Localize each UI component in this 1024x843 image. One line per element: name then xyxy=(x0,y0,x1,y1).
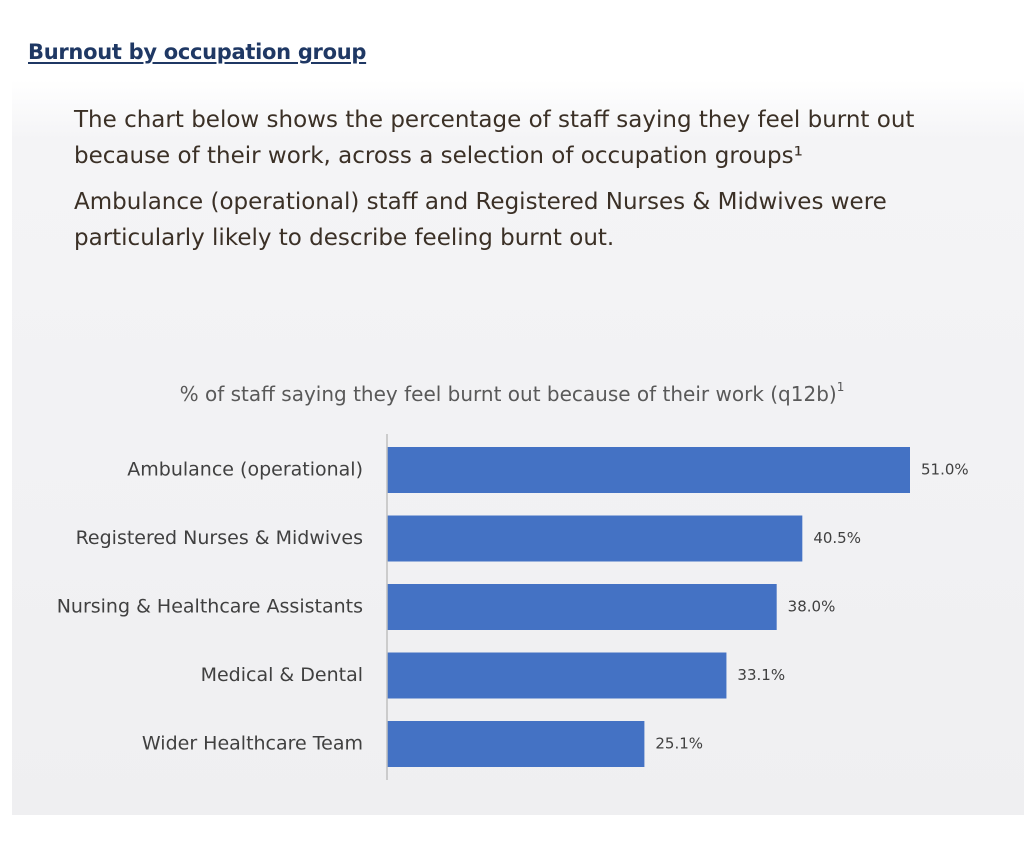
intro-paragraph-1: The chart below shows the percentage of … xyxy=(74,107,915,169)
chart-title-text: % of staff saying they feel burnt out be… xyxy=(179,382,837,406)
data-label: 51.0% xyxy=(921,461,969,479)
chart-title: % of staff saying they feel burnt out be… xyxy=(0,380,1024,406)
data-label: 40.5% xyxy=(813,529,861,547)
data-label: 25.1% xyxy=(655,735,703,753)
bar xyxy=(387,584,777,630)
intro-text: The chart below shows the percentage of … xyxy=(74,102,994,266)
category-label: Nursing & Healthcare Assistants xyxy=(57,596,363,618)
category-label: Ambulance (operational) xyxy=(127,459,363,481)
bar xyxy=(387,721,645,767)
bar xyxy=(387,447,910,493)
chart-title-footnote: 1 xyxy=(836,380,845,395)
data-label: 38.0% xyxy=(788,598,836,616)
category-label: Wider Healthcare Team xyxy=(142,733,363,755)
category-label: Medical & Dental xyxy=(201,664,363,686)
bar xyxy=(387,652,727,699)
category-label: Registered Nurses & Midwives xyxy=(76,527,363,549)
data-label: 33.1% xyxy=(737,666,785,684)
page-title: Burnout by occupation group xyxy=(28,40,367,64)
bar xyxy=(387,515,803,562)
intro-paragraph-2: Ambulance (operational) staff and Regist… xyxy=(74,189,887,251)
